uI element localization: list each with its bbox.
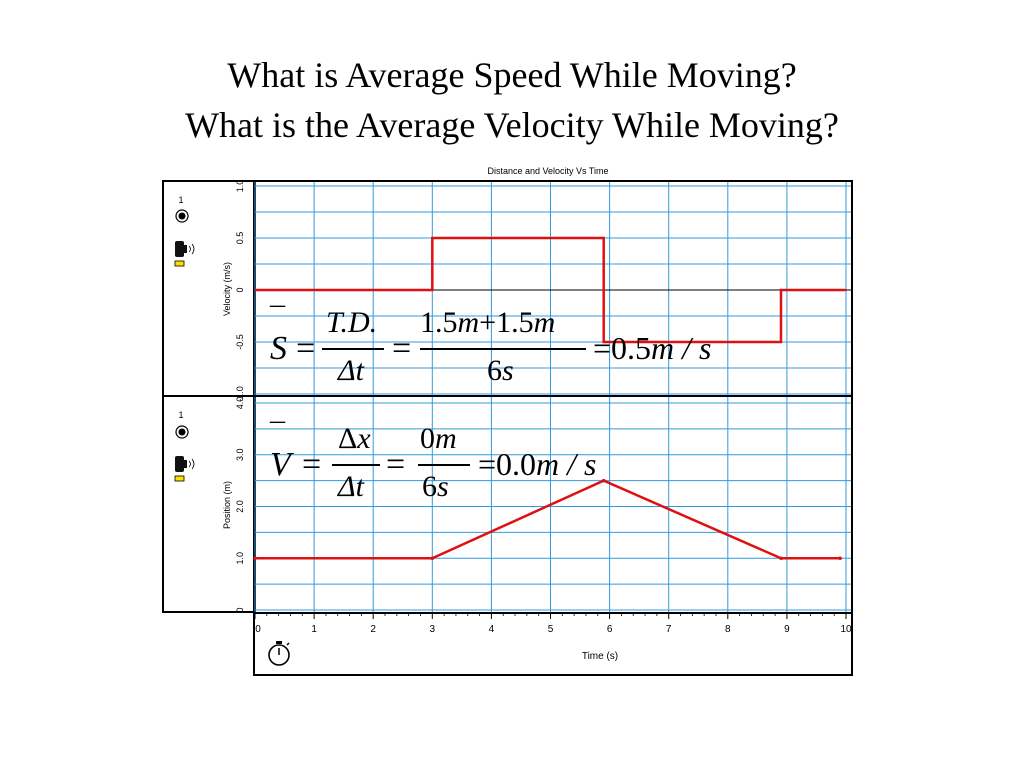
equals-sign: =: [296, 330, 316, 367]
velocity-y-ticks: 1.0 0.5 0 -0.5 -1.0: [235, 180, 245, 402]
motion-sensor-icon[interactable]: [174, 241, 195, 267]
y-tick-label: 4.0: [235, 397, 245, 410]
x-tick-label: 2: [370, 624, 376, 635]
position-y-ticks: 4.0 3.0 2.0 1.0 0: [235, 397, 245, 613]
velocity-numerator-2: 0m: [420, 422, 457, 455]
velocity-denominator-2: 6s: [422, 470, 449, 503]
position-point: [253, 556, 257, 561]
speed-denominator-1: Δt: [338, 354, 364, 387]
title-line-2: What is the Average Velocity While Movin…: [185, 105, 839, 145]
equals-sign: =: [302, 446, 322, 483]
motion-sensor-icon[interactable]: [174, 456, 195, 482]
y-tick-label: 1.0: [235, 180, 245, 193]
speed-numerator-1: T.D.: [326, 306, 378, 339]
velocity-axis-label: Velocity (m/s): [222, 262, 232, 316]
velocity-denominator-1: Δt: [338, 470, 364, 503]
sensor-number-top: 1: [178, 195, 183, 205]
position-points: [253, 478, 842, 561]
x-tick-label: 10: [840, 624, 852, 635]
y-tick-label: 3.0: [235, 448, 245, 461]
x-tick-label: 3: [430, 624, 436, 635]
speed-denominator-2: 6s: [487, 354, 514, 387]
x-tick-label: 9: [784, 624, 790, 635]
x-tick-label: 8: [725, 624, 731, 635]
sensor-indicator-icon[interactable]: [175, 209, 189, 223]
fraction-bar: [418, 464, 470, 466]
x-tick-label: 4: [489, 624, 495, 635]
y-tick-label: -0.5: [235, 334, 245, 350]
y-tick-label: 2.0: [235, 500, 245, 513]
x-tick-label: 7: [666, 624, 672, 635]
time-x-ticks: 0 1 2 3 4 5 6 7 8 9 10: [254, 613, 852, 635]
y-tick-label: 0.5: [235, 232, 245, 245]
y-tick-label: -1.0: [235, 386, 245, 402]
fraction-bar: [332, 464, 380, 466]
fraction-bar: [420, 348, 586, 350]
equals-sign: =: [392, 330, 412, 367]
plot-frame: [253, 180, 853, 676]
speed-result: =0.5m / s: [593, 330, 712, 366]
y-tick-label: 0: [235, 607, 245, 612]
position-point: [430, 556, 435, 561]
slide-title: What is Average Speed While Moving? What…: [0, 50, 1024, 150]
position-point: [779, 556, 783, 561]
velocity-numerator-1: Δx: [338, 422, 371, 455]
x-tick-label: 0: [255, 624, 261, 635]
y-tick-label: 1.0: [235, 552, 245, 565]
y-tick-label: 0: [235, 287, 245, 292]
x-tick-label: 5: [548, 624, 554, 635]
x-tick-label: 6: [607, 624, 613, 635]
position-point: [838, 556, 842, 561]
overbar: ¯: [270, 302, 285, 335]
fraction-bar: [322, 348, 384, 350]
speed-numerator-2: 1.5m+1.5m: [420, 306, 556, 339]
position-grid: [254, 397, 851, 612]
position-point: [601, 478, 606, 483]
overbar: ¯: [270, 418, 285, 451]
sensor-indicator-icon[interactable]: [175, 425, 189, 439]
time-axis-label: Time (s): [582, 651, 618, 662]
title-line-1: What is Average Speed While Moving?: [227, 55, 797, 95]
sensor-number-bottom: 1: [178, 410, 183, 420]
speed-symbol: S: [270, 330, 287, 367]
chart-title: Distance and Velocity Vs Time: [487, 166, 608, 176]
equals-sign: =: [386, 446, 406, 483]
position-axis-label: Position (m): [222, 481, 232, 529]
x-tick-label: 1: [311, 624, 317, 635]
velocity-result: =0.0m / s: [478, 446, 597, 482]
velocity-symbol: V: [270, 446, 291, 483]
stopwatch-icon[interactable]: [268, 641, 290, 666]
velocity-series-line: [255, 236, 846, 344]
